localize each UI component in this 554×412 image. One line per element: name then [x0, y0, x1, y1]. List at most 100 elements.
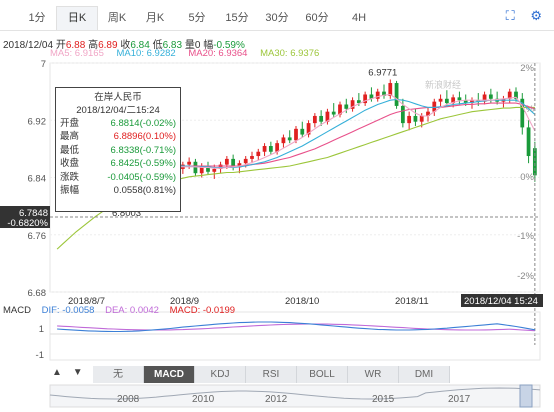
y-tick-label: 6.76	[28, 231, 47, 242]
candle-body	[325, 111, 330, 122]
ma-legend: MA5: 6.9165 MA10: 6.9282 MA20: 6.9364 MA…	[50, 48, 329, 59]
tooltip-row-change: 涨跌 -0.0405(-0.59%)	[60, 171, 176, 183]
macd-value: MACD: -0.0199	[169, 305, 236, 316]
candle-body	[482, 94, 487, 102]
change-value: -0.59%	[213, 40, 245, 51]
macd-legend: MACD DIF: -0.0058 DEA: 0.0042 MACD: -0.0…	[3, 305, 243, 316]
arrow-down-icon[interactable]: ▼	[72, 367, 83, 378]
y-tick-label: 6.68	[28, 288, 47, 299]
macd-dea: DEA: 0.0042	[105, 305, 159, 316]
x-tick-label: 2018/10	[285, 296, 319, 307]
tab-5min[interactable]: 5分	[188, 12, 206, 24]
candle-body	[463, 100, 468, 104]
crosshair-time-label: 2018/12/04 15:24	[464, 296, 538, 307]
macd-dif: DIF: -0.0058	[41, 305, 95, 316]
volume-value: 0	[194, 40, 201, 51]
macd-tick-label: 1	[39, 324, 44, 335]
candle-body	[451, 97, 456, 104]
nav-arrows: ▲ ▼	[52, 367, 91, 378]
candle-body	[294, 128, 298, 141]
candle-body	[470, 100, 474, 104]
candle-body	[444, 98, 449, 104]
ma30-legend: MA30: 6.9376	[260, 48, 320, 59]
ma10-legend: MA10: 6.9282	[116, 48, 176, 59]
candle-body	[275, 143, 280, 152]
indicator-boll-button[interactable]: BOLL	[297, 366, 348, 383]
candle-body	[369, 94, 374, 99]
candle-body	[400, 105, 405, 124]
y-tick-label: 6.84	[28, 174, 47, 185]
settings-icon[interactable]: ⚙	[530, 8, 542, 23]
crosshair-pct-label: -0.6820%	[7, 218, 48, 229]
tab-60min[interactable]: 60分	[305, 12, 329, 24]
crosshair-price-box	[0, 206, 50, 229]
y-tick-label: 6.92	[28, 116, 47, 127]
period-tabs: 1分 日K 周K 月K 5分 15分 30分 60分 4H ⛶ ⚙	[0, 0, 554, 31]
candle-body	[262, 146, 267, 152]
candle-body	[256, 151, 261, 157]
candle-body	[432, 101, 437, 112]
tab-4h[interactable]: 4H	[351, 12, 367, 24]
candle-body	[268, 146, 273, 152]
quote-date: 2018/12/04	[3, 40, 54, 51]
pct-tick-label: -2%	[517, 271, 534, 282]
indicator-kdj-button[interactable]: KDJ	[195, 366, 246, 383]
tooltip-datetime: 2018/12/04/二15:24	[76, 105, 160, 116]
candle-body	[375, 91, 380, 99]
candle-body	[344, 104, 349, 109]
candle-body	[287, 137, 292, 141]
candle-body	[532, 148, 537, 176]
indicator-wr-button[interactable]: WR	[348, 366, 399, 383]
candle-body	[231, 158, 236, 168]
candle-body	[394, 83, 399, 106]
crosshair-price-label: 6.7848	[19, 208, 48, 219]
dif-line	[57, 321, 535, 333]
tooltip-panel: 在岸人民币 2018/12/04/二15:24 开盘 6.8814(-0.02%)…	[55, 87, 181, 212]
indicator-none-button[interactable]: 无	[93, 366, 144, 383]
candle-body	[218, 164, 223, 169]
tab-monthly-k[interactable]: 月K	[145, 12, 165, 24]
max-annotation: 6.9771	[368, 67, 397, 78]
watermark-text: 新浪财经	[425, 79, 461, 91]
candle-body	[476, 100, 481, 102]
candle-body	[514, 91, 518, 99]
tooltip-row-amplitude: 振幅 0.0558(0.81%)	[60, 184, 176, 196]
candle-body	[319, 115, 324, 122]
candle-body	[457, 97, 462, 101]
tab-30min[interactable]: 30分	[265, 12, 289, 24]
candle-body	[281, 137, 286, 144]
candle-body	[426, 111, 430, 116]
tab-daily-k[interactable]: 日K	[56, 6, 98, 30]
candle-body	[407, 115, 412, 124]
nav-year-label: 2012	[265, 394, 288, 405]
candle-body	[419, 115, 424, 122]
open-value: 6.88	[65, 40, 86, 51]
pct-tick-label: -1%	[517, 231, 534, 242]
low-value: 6.83	[162, 40, 183, 51]
fullscreen-icon[interactable]: ⛶	[505, 8, 515, 23]
tab-1min[interactable]: 1分	[28, 12, 46, 24]
candle-body	[338, 104, 342, 115]
indicator-rsi-button[interactable]: RSI	[246, 366, 297, 383]
tooltip-row-close: 收盘 6.8425(-0.59%)	[60, 158, 176, 170]
tab-15min[interactable]: 15分	[225, 12, 249, 24]
candle-body	[331, 111, 336, 115]
indicator-macd-button[interactable]: MACD	[144, 366, 195, 383]
candle-body	[388, 83, 393, 96]
candle-body	[356, 100, 361, 104]
tab-weekly-k[interactable]: 周K	[107, 12, 127, 24]
nav-year-label: 2017	[448, 394, 471, 405]
nav-year-label: 2008	[117, 394, 140, 405]
candle-body	[306, 123, 311, 135]
candle-body	[413, 115, 418, 122]
indicator-dmi-button[interactable]: DMI	[399, 366, 450, 383]
pct-tick-label: 0%	[520, 172, 534, 183]
arrow-up-icon[interactable]: ▲	[52, 367, 62, 378]
candle-body	[382, 91, 386, 96]
close-value: 6.84	[130, 40, 150, 51]
candle-body	[237, 163, 242, 168]
high-value: 6.89	[98, 40, 118, 51]
macd-frame	[49, 311, 541, 361]
pct-tick-label: 1%	[520, 104, 534, 115]
